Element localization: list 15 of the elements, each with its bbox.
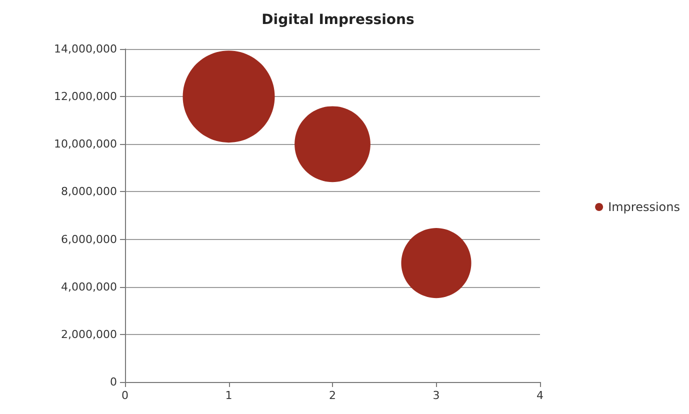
y-tick-label: 6,000,000 bbox=[61, 232, 117, 246]
chart-title: Digital Impressions bbox=[262, 12, 414, 28]
x-tick-label: 4 bbox=[536, 389, 544, 402]
x-tick-label: 2 bbox=[329, 389, 336, 402]
y-tick-label: 0 bbox=[110, 376, 117, 388]
y-tick-label: 12,000,000 bbox=[54, 90, 117, 104]
y-tick-label: 10,000,000 bbox=[54, 138, 117, 151]
x-tick-label: 3 bbox=[432, 389, 440, 402]
y-tick-label: 8,000,000 bbox=[61, 185, 117, 198]
x-tick-label: 0 bbox=[122, 389, 128, 402]
y-tick-label: 4,000,000 bbox=[61, 280, 117, 294]
y-tick-label: 2,000,000 bbox=[61, 328, 117, 341]
x-tick-label: 1 bbox=[225, 389, 232, 402]
legend-label: Impressions bbox=[608, 200, 680, 214]
y-tick-label: 14,000,000 bbox=[54, 42, 117, 56]
